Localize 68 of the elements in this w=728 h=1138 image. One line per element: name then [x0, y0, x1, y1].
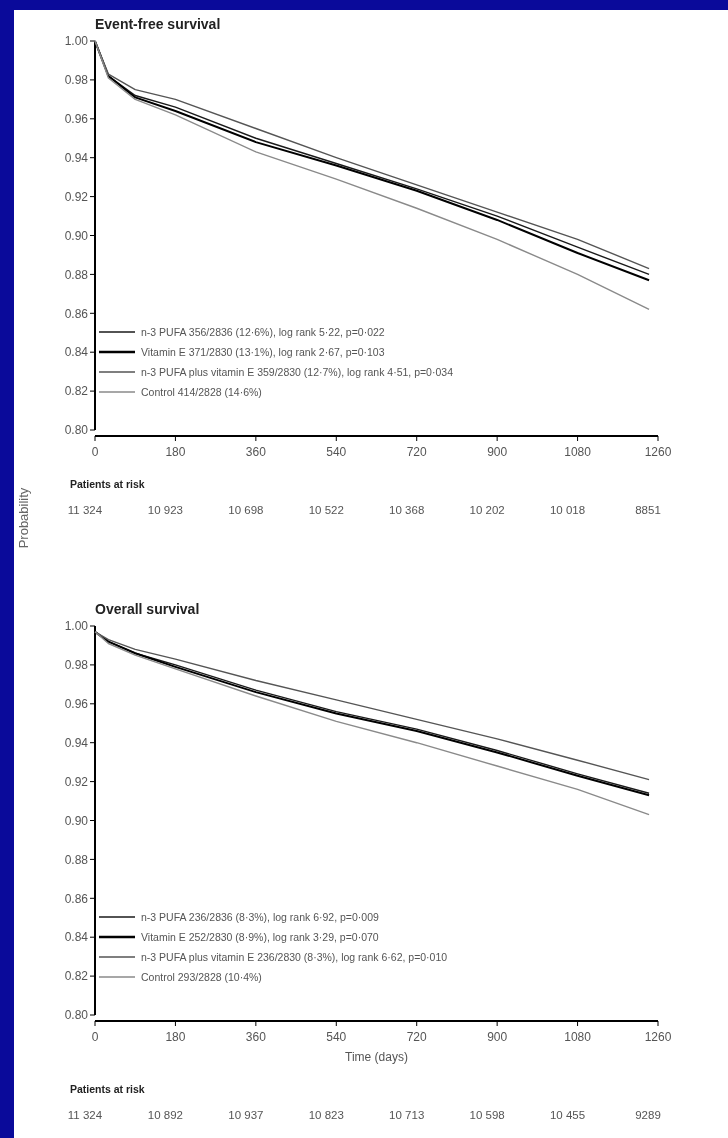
text: 10 455 [549, 1109, 586, 1121]
text: 11 324 [67, 504, 103, 516]
y-tick-label: 0.82 [64, 969, 89, 984]
text: 10 018 [549, 504, 586, 516]
y-tick-label: 0.86 [64, 891, 89, 906]
legend-label: Vitamin E 371/2830 (13·1%), log rank 2·67, p=0·103 [141, 345, 385, 358]
text: 10 823 [308, 1109, 344, 1121]
text: 10 522 [308, 504, 344, 516]
text: 10 937 [228, 1109, 264, 1121]
y-tick-label: 0.92 [64, 774, 89, 789]
x-tick-label: 180 [165, 1030, 186, 1044]
text: Patients at risk [70, 478, 145, 490]
y-tick-label: 0.82 [64, 384, 89, 399]
y-tick-label: 0.90 [64, 813, 89, 828]
x-tick-label: 1080 [564, 1030, 592, 1044]
x-tick-label: 0 [91, 445, 99, 459]
chart-title: Event-free survival [95, 16, 221, 32]
y-tick-label: 1.00 [64, 34, 89, 49]
y-tick-label: 0.94 [64, 735, 89, 750]
text: 10 923 [147, 504, 184, 516]
text: 10 713 [389, 1109, 425, 1121]
y-tick-label: 0.92 [64, 189, 89, 204]
text: 8851 [635, 504, 661, 516]
y-tick-label: 0.94 [64, 150, 89, 165]
legend-label: n-3 PUFA 236/2836 (8·3%), log rank 6·92, p=0·009 [141, 910, 380, 923]
legend-label: Control 414/2828 (14·6%) [141, 385, 262, 398]
y-tick-label: 0.96 [64, 112, 89, 126]
text: 10 202 [469, 504, 505, 516]
text: Patients at risk [70, 1083, 145, 1095]
y-tick-label: 0.96 [64, 697, 89, 711]
text: 10 368 [389, 504, 425, 516]
y-tick-label: 0.88 [64, 267, 89, 282]
x-tick-label: 0 [91, 1030, 99, 1044]
x-tick-label: 540 [326, 1030, 347, 1044]
x-tick-label: 360 [245, 445, 267, 459]
x-tick-label: 180 [165, 445, 186, 459]
legend-label: Vitamin E 252/2830 (8·9%), log rank 3·29, p=0·070 [141, 930, 379, 943]
x-tick-label: 900 [487, 445, 508, 459]
y-tick-label: 0.86 [64, 306, 89, 321]
legend-label: n-3 PUFA plus vitamin E 359/2830 (12·7%), log rank 4·51, p=0·034 [141, 365, 454, 378]
y-tick-label: 0.80 [64, 1008, 89, 1023]
x-tick-label: 720 [406, 445, 428, 459]
text: 11 324 [67, 1109, 103, 1121]
x-tick-label: 900 [487, 1030, 508, 1044]
text: 10 892 [147, 1109, 184, 1121]
text: 10 698 [228, 504, 264, 516]
legend-label: Control 293/2828 (10·4%) [141, 970, 262, 983]
text: 10 598 [469, 1109, 505, 1121]
x-tick-label: 720 [406, 1030, 428, 1044]
x-axis-title: Time (days) [345, 1050, 408, 1064]
y-tick-label: 0.80 [64, 423, 89, 438]
chart-title: Overall survival [95, 601, 200, 617]
y-tick-label: 0.88 [64, 852, 89, 867]
x-tick-label: 1260 [644, 1030, 672, 1044]
x-tick-label: 1080 [564, 445, 592, 459]
x-tick-label: 360 [245, 1030, 267, 1044]
text: 9289 [635, 1109, 661, 1121]
y-tick-label: 0.98 [64, 73, 89, 88]
y-tick-label: 0.90 [64, 228, 89, 243]
y-tick-label: 1.00 [64, 619, 89, 634]
legend-label: n-3 PUFA plus vitamin E 236/2830 (8·3%), log rank 6·62, p=0·010 [141, 950, 448, 963]
y-tick-label: 0.84 [64, 345, 89, 360]
legend-label: n-3 PUFA 356/2836 (12·6%), log rank 5·22, p=0·022 [141, 325, 385, 338]
y-tick-label: 0.84 [64, 930, 89, 945]
x-tick-label: 1260 [644, 445, 672, 459]
x-tick-label: 540 [326, 445, 347, 459]
y-axis-title: Probability [16, 487, 31, 549]
y-tick-label: 0.98 [64, 658, 89, 673]
